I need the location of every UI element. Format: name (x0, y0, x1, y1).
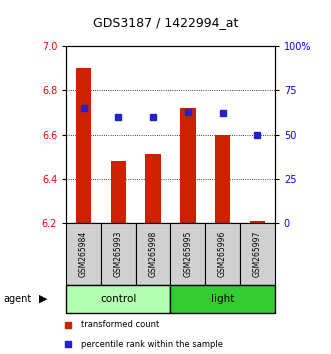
Text: GDS3187 / 1422994_at: GDS3187 / 1422994_at (93, 16, 238, 29)
Bar (145, 154, 161, 223)
Bar (205, 223, 240, 285)
Text: control: control (100, 294, 136, 304)
Text: GSM265997: GSM265997 (253, 231, 262, 277)
Bar (240, 223, 275, 285)
Bar (66, 285, 170, 313)
Text: light: light (211, 294, 234, 304)
Text: GSM265998: GSM265998 (149, 231, 158, 277)
Text: GSM265996: GSM265996 (218, 231, 227, 277)
Bar (250, 221, 265, 223)
Text: percentile rank within the sample: percentile rank within the sample (81, 339, 223, 349)
Bar (136, 223, 170, 285)
Text: agent: agent (3, 294, 31, 304)
Bar (66, 223, 101, 285)
Text: ▶: ▶ (39, 294, 47, 304)
Text: transformed count: transformed count (81, 320, 159, 330)
Text: GSM265993: GSM265993 (114, 231, 123, 277)
Text: GSM265995: GSM265995 (183, 231, 192, 277)
Bar (170, 285, 275, 313)
Bar (76, 68, 91, 223)
Bar (170, 223, 205, 285)
Bar (215, 135, 230, 223)
Bar (101, 223, 136, 285)
Text: GSM265984: GSM265984 (79, 231, 88, 277)
Bar (180, 108, 196, 223)
Bar (111, 161, 126, 223)
